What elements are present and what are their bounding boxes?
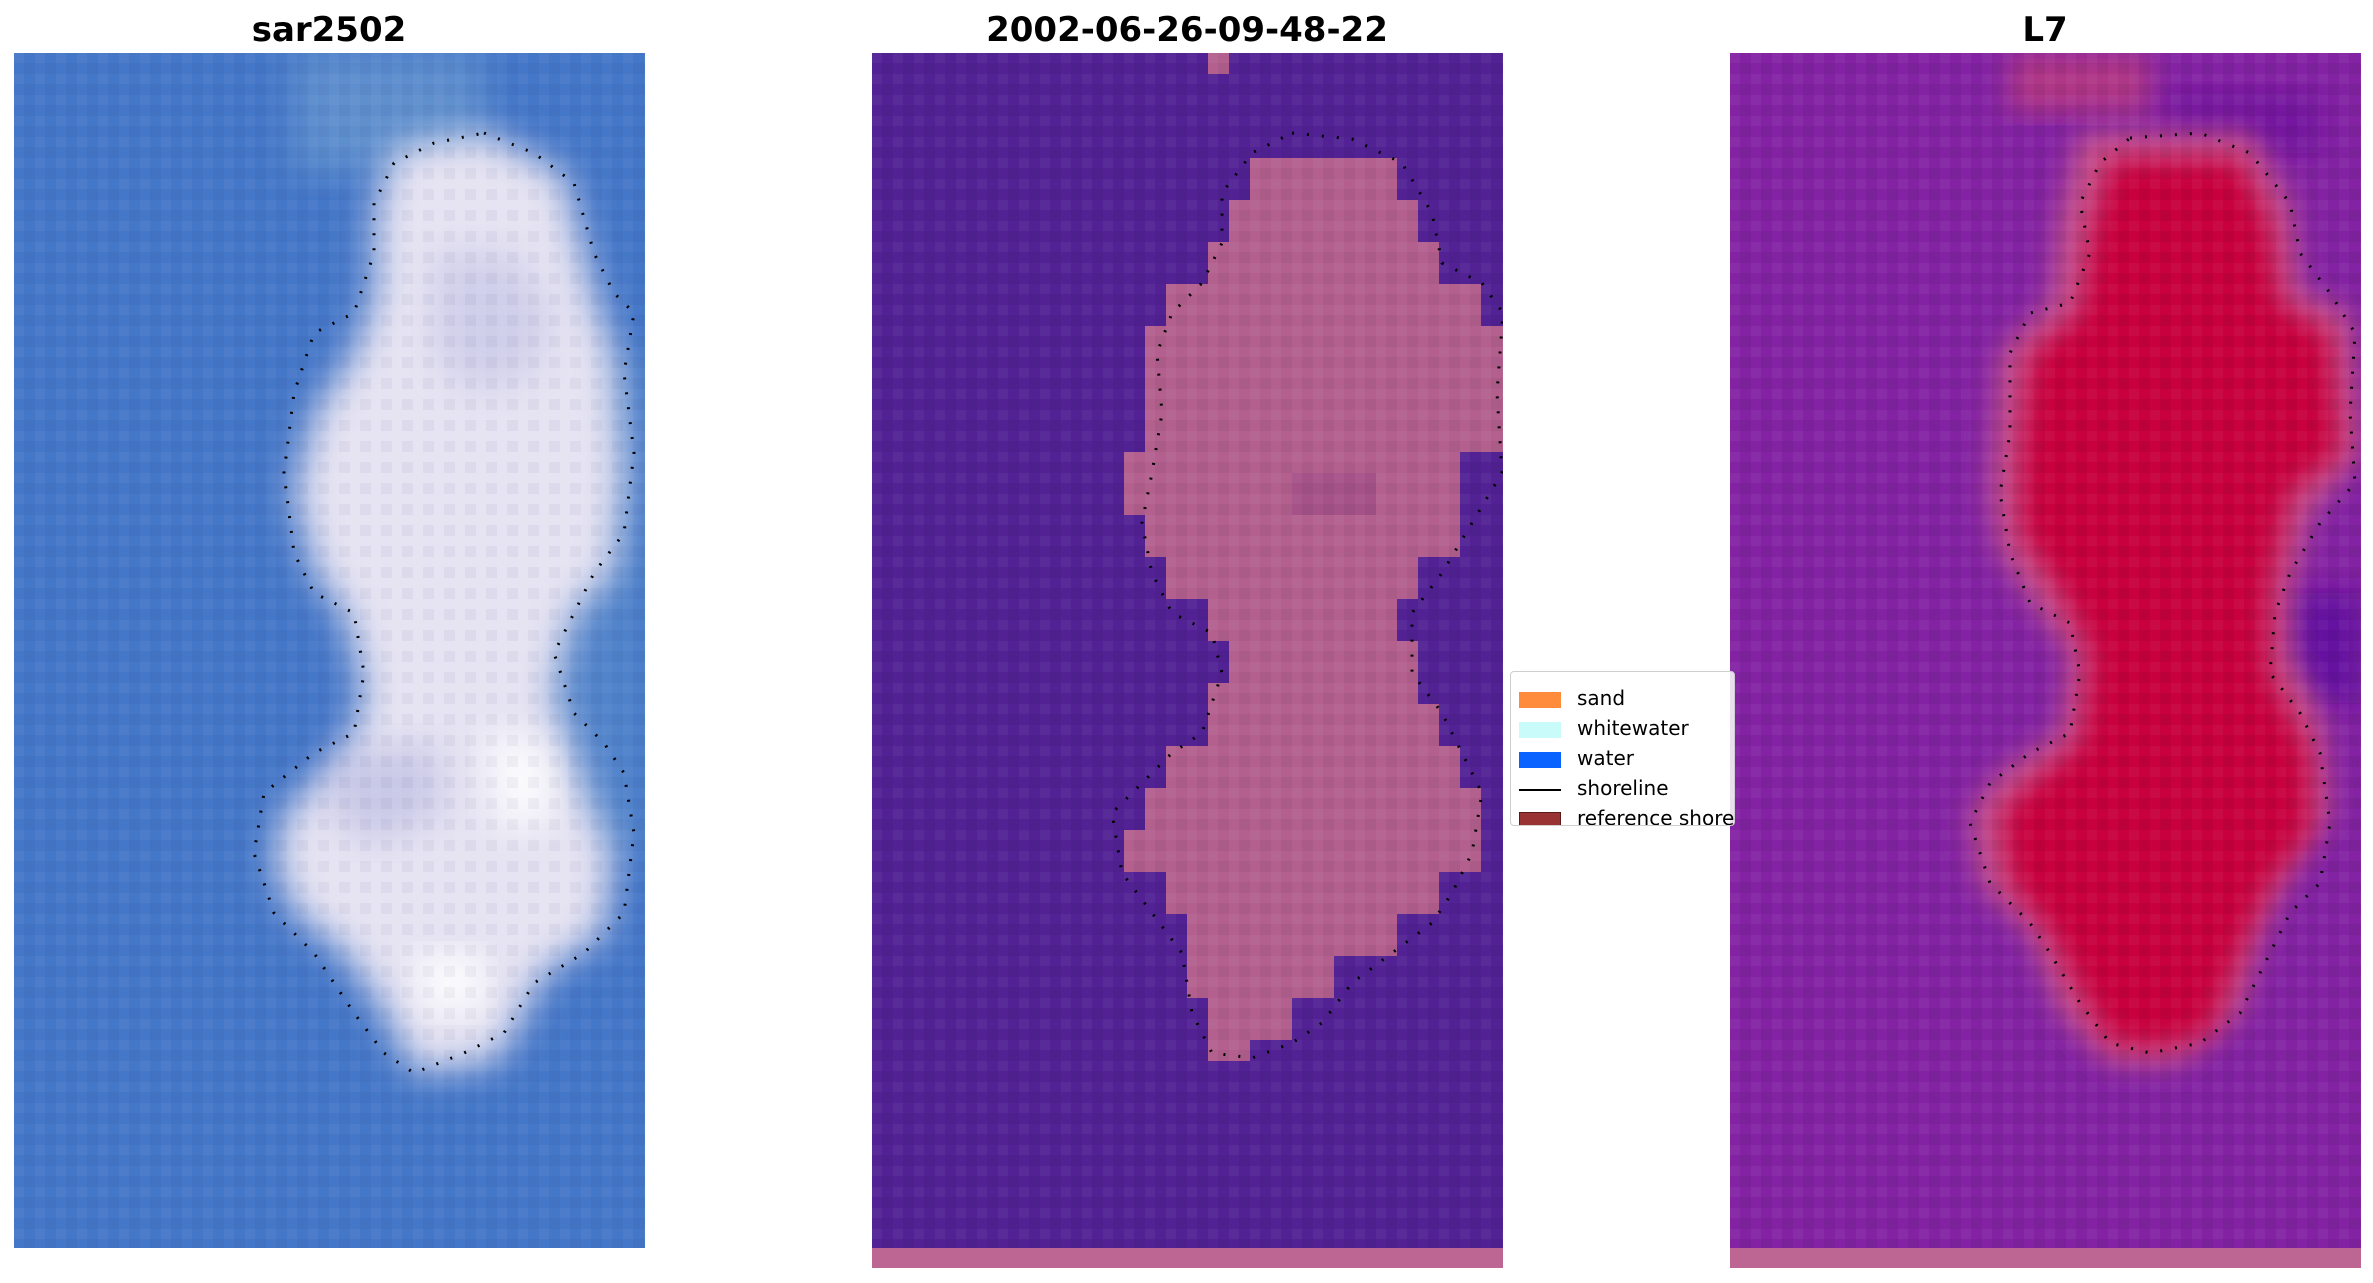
classification-panel bbox=[872, 53, 1503, 1268]
legend-item-whitewater: whitewater bbox=[1519, 715, 1689, 741]
legend: sand whitewater water shoreline referenc… bbox=[1510, 671, 1735, 826]
panel-title-index: L7 bbox=[2022, 10, 2068, 50]
legend-item-shoreline: shoreline bbox=[1519, 775, 1669, 801]
legend-label: sand bbox=[1577, 686, 1626, 710]
sand-swatch-icon bbox=[1519, 691, 1561, 708]
whitewater-swatch-icon bbox=[1519, 721, 1561, 738]
legend-label: water bbox=[1577, 746, 1634, 770]
legend-item-sand: sand bbox=[1519, 685, 1625, 711]
shoreline-rgb bbox=[252, 131, 636, 1075]
water-swatch-icon bbox=[1519, 751, 1561, 768]
legend-item-water: water bbox=[1519, 745, 1634, 771]
shoreline-line-icon bbox=[1519, 788, 1561, 791]
bottom-band-index bbox=[1730, 1248, 2361, 1268]
rgb-image-panel bbox=[14, 53, 645, 1248]
legend-label: reference shoreline bbox=[1577, 806, 1735, 826]
legend-label: whitewater bbox=[1577, 716, 1689, 740]
panel-title-rgb: sar2502 bbox=[251, 10, 407, 50]
panel-title-classification: 2002-06-26-09-48-22 bbox=[986, 10, 1388, 50]
legend-label: shoreline bbox=[1577, 776, 1669, 800]
index-panel bbox=[1730, 53, 2361, 1268]
legend-item-reference-shoreline: reference shoreline bbox=[1519, 805, 1735, 826]
bottom-band-class bbox=[872, 1248, 1503, 1268]
reference-shoreline-swatch-icon bbox=[1519, 811, 1561, 825]
